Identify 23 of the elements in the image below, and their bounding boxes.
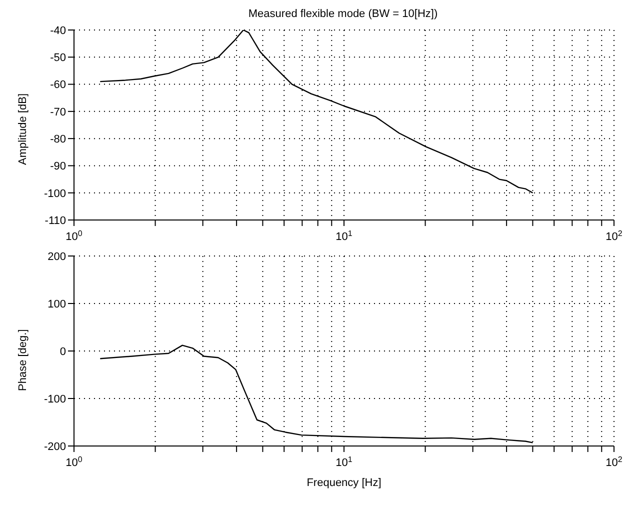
y-tick-label: -50: [50, 52, 66, 64]
x-tick-label: 10$^{2}$: [606, 454, 623, 469]
x-tick-label: 10$^{0}$: [66, 454, 83, 469]
y-axis-title: Phase [deg.]: [16, 329, 29, 391]
chart-title: Measured flexible mode (BW = 10[Hz]): [247, 8, 439, 22]
x-tick-label: 10$^{2}$: [606, 228, 623, 243]
y-tick-label: -200: [44, 440, 66, 453]
y-tick-label: -80: [50, 133, 66, 146]
y-tick-label: 200: [48, 250, 66, 263]
y-tick-label: 0: [60, 346, 66, 358]
y-tick-label: -60: [50, 79, 66, 92]
x-axis-title: Frequency [Hz]: [306, 477, 382, 489]
y-tick-label: -70: [50, 106, 66, 118]
y-tick-label: -100: [44, 188, 66, 200]
y-tick-label: -40: [50, 24, 66, 37]
y-tick-label: -90: [50, 160, 66, 173]
x-tick-label: 10$^{1}$: [336, 454, 353, 469]
y-tick-label: 100: [48, 298, 66, 310]
x-tick-label: 10$^{1}$: [336, 228, 353, 243]
y-tick-label: -110: [44, 214, 66, 227]
y-tick-label: -100: [44, 393, 66, 406]
y-axis-title: Amplitude [dB]: [16, 93, 29, 165]
x-tick-label: 10$^{0}$: [66, 228, 83, 243]
